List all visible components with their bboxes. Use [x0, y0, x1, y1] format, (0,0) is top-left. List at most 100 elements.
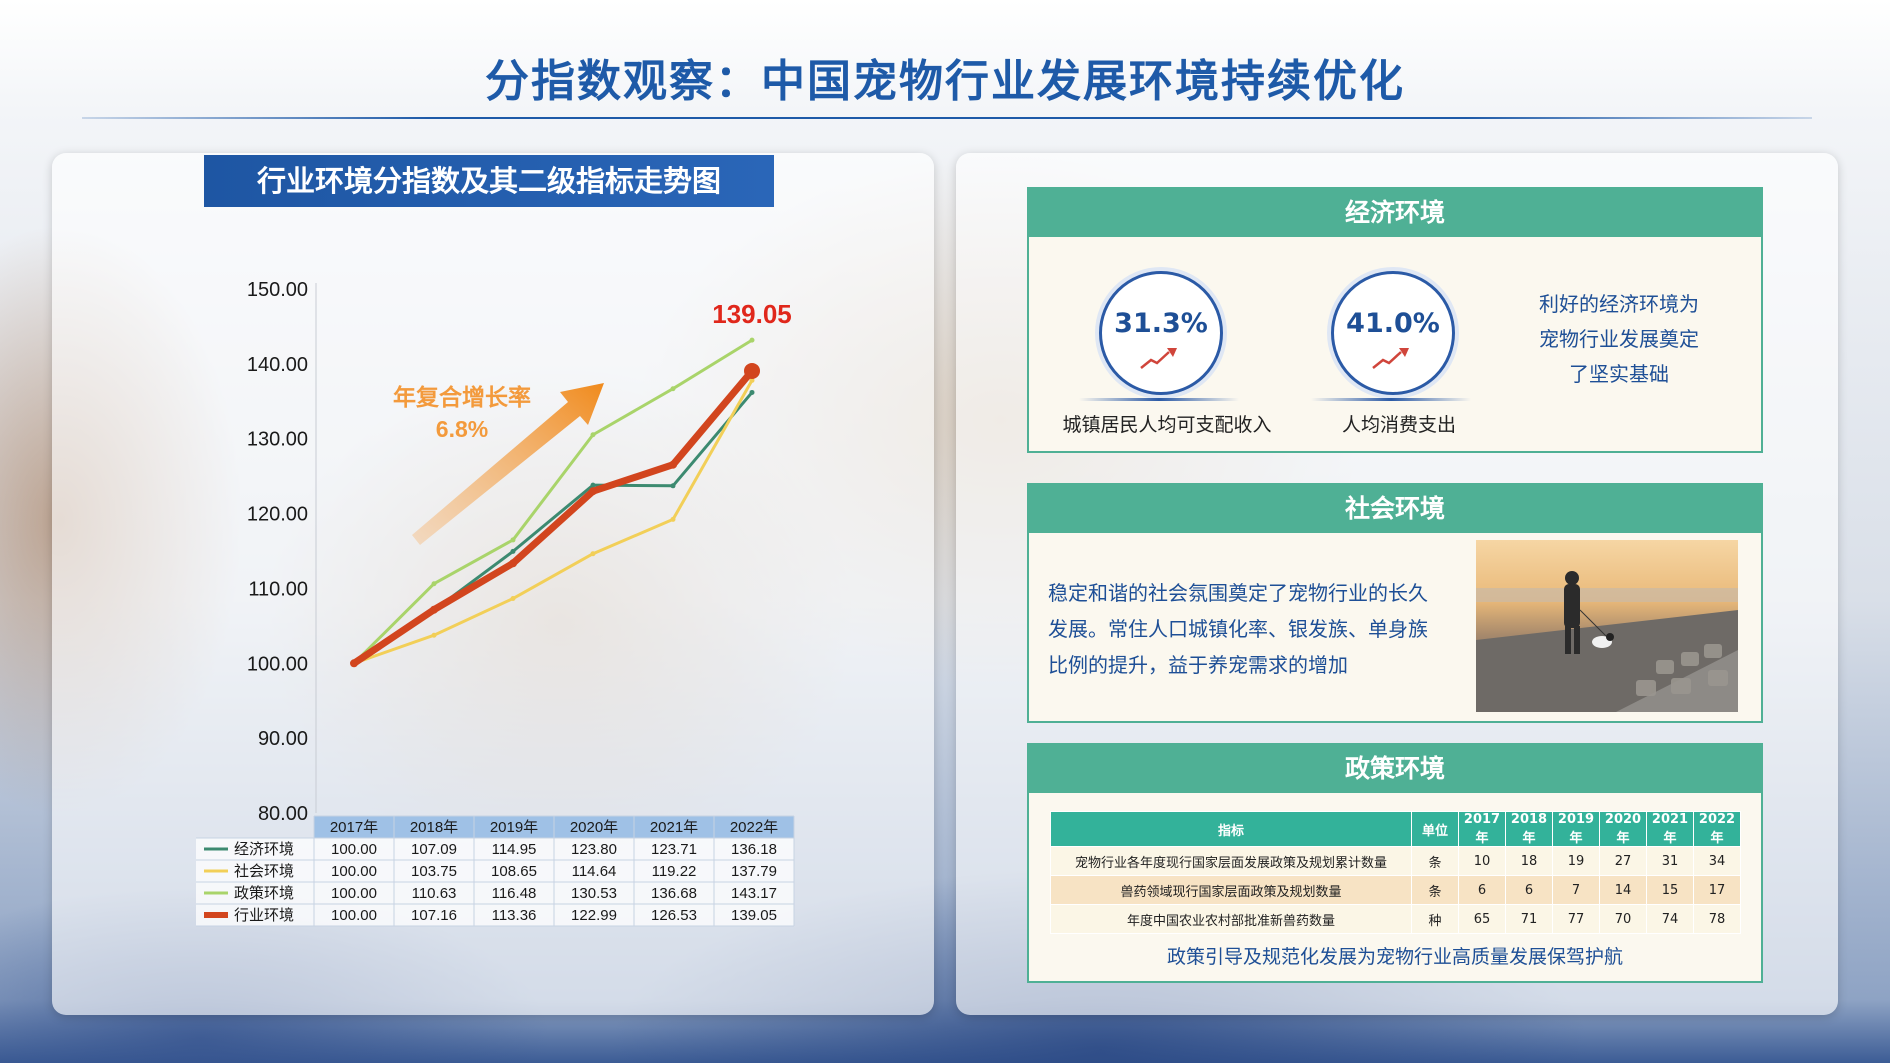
- col-year: 2021年: [1646, 811, 1694, 847]
- policy-header: 政策环境: [1029, 745, 1761, 793]
- page-title: 分指数观察：中国宠物行业发展环境持续优化: [485, 56, 1405, 107]
- data-value-label: 108.65: [491, 863, 537, 880]
- trend-up-icon: [1372, 348, 1409, 369]
- income-growth-value: 31.3%: [1114, 308, 1208, 339]
- col-year: 2019年: [1552, 811, 1600, 847]
- table-cell: 7: [1552, 875, 1600, 905]
- table-cell: 27: [1599, 846, 1647, 876]
- col-year: 2022年: [1693, 811, 1741, 847]
- x-category-label: 2019年: [490, 819, 538, 836]
- trend-up-icon: [1140, 348, 1177, 369]
- table-cell: 77: [1552, 904, 1600, 934]
- data-value-label: 100.00: [331, 841, 377, 858]
- data-point: [590, 482, 596, 488]
- table-cell: 15: [1646, 875, 1694, 905]
- data-value-label: 114.64: [572, 863, 617, 880]
- income-growth-circle: 31.3%: [1099, 271, 1223, 395]
- table-cell: 年度中国农业农村部批准新兽药数量: [1050, 904, 1412, 934]
- data-point: [350, 659, 358, 668]
- cagr-label: 年复合增长率: [393, 384, 531, 410]
- data-value-label: 139.05: [731, 907, 777, 924]
- policy-table-header-row: 指标 单位 2017年 2018年 2019年 2020年 2021年 2022…: [1050, 811, 1741, 847]
- social-summary: 稳定和谐的社会氛围奠定了宠物行业的长久 发展。常住人口城镇化率、银发族、单身族 …: [1048, 575, 1468, 683]
- data-value-label: 126.53: [651, 907, 697, 924]
- social-header: 社会环境: [1029, 485, 1761, 533]
- table-cell: 71: [1505, 904, 1553, 934]
- data-point: [669, 460, 677, 469]
- data-value-label: 100.00: [331, 907, 377, 924]
- social-text-line: 发展。常住人口城镇化率、银发族、单身族: [1048, 617, 1428, 641]
- data-point: [430, 605, 438, 614]
- data-point: [670, 386, 676, 392]
- table-row: 宠物行业各年度现行国家层面发展政策及规划累计数量 条 10 18 19 27 3…: [1050, 846, 1741, 876]
- series-line-3: [350, 367, 756, 667]
- table-cell: 74: [1646, 904, 1694, 934]
- y-tick-label: 150.00: [247, 279, 308, 301]
- y-tick-label: 130.00: [247, 429, 308, 451]
- table-cell: 70: [1599, 904, 1647, 934]
- data-value-label: 107.16: [411, 907, 457, 924]
- data-point: [670, 483, 676, 489]
- table-cell: 65: [1458, 904, 1506, 934]
- data-value-label: 137.79: [731, 863, 777, 880]
- table-cell: 宠物行业各年度现行国家层面发展政策及规划累计数量: [1050, 846, 1412, 876]
- data-value-label: 116.48: [492, 885, 537, 902]
- col-year: 2020年: [1599, 811, 1647, 847]
- elderly-walking-dog-photo: [1476, 540, 1738, 712]
- table-cell: 18: [1505, 846, 1553, 876]
- x-category-label: 2017年: [330, 819, 378, 836]
- data-point: [431, 632, 437, 638]
- data-value-label: 100.00: [331, 863, 377, 880]
- data-value-label: 123.80: [571, 841, 617, 858]
- x-category-label: 2022年: [730, 819, 778, 836]
- data-value-label: 110.63: [412, 885, 457, 902]
- legend-label: 行业环境: [234, 906, 294, 924]
- consumption-label: 人均消费支出: [1341, 414, 1456, 436]
- economic-text-line: 利好的经济环境为: [1539, 292, 1699, 316]
- y-tick-label: 100.00: [247, 653, 308, 675]
- circle-base-line: [1311, 398, 1471, 401]
- data-value-label: 136.68: [651, 885, 697, 902]
- table-cell: 10: [1458, 846, 1506, 876]
- data-point: [589, 487, 597, 496]
- legend-label: 经济环境: [234, 840, 294, 858]
- table-cell: 6: [1458, 875, 1506, 905]
- data-point: [510, 596, 516, 602]
- data-value-label: 136.18: [731, 841, 777, 858]
- economic-text-line: 宠物行业发展奠定: [1539, 327, 1699, 351]
- y-tick-label: 140.00: [247, 354, 308, 376]
- data-value-label: 122.99: [571, 907, 617, 924]
- data-value-label: 114.95: [492, 841, 537, 858]
- table-cell: 31: [1646, 846, 1694, 876]
- y-tick-label: 110.00: [248, 578, 308, 600]
- col-year: 2018年: [1505, 811, 1553, 847]
- table-cell: 17: [1693, 875, 1741, 905]
- data-value-label: 123.71: [651, 841, 697, 858]
- title-divider: [82, 117, 1812, 119]
- consumption-growth-circle: 41.0%: [1331, 271, 1455, 395]
- economic-text-line: 了坚实基础: [1569, 362, 1669, 386]
- table-cell: 种: [1411, 904, 1459, 934]
- y-tick-label: 80.00: [258, 803, 308, 825]
- data-value-label: 130.53: [571, 885, 617, 902]
- table-cell: 6: [1505, 875, 1553, 905]
- data-value-label: 103.75: [411, 863, 457, 880]
- col-indicator: 指标: [1050, 811, 1412, 847]
- x-category-label: 2020年: [570, 819, 618, 836]
- table-cell: 条: [1411, 875, 1459, 905]
- legend-label: 政策环境: [234, 884, 294, 902]
- table-row: 年度中国农业农村部批准新兽药数量 种 65 71 77 70 74 78: [1050, 904, 1741, 934]
- chart-title: 行业环境分指数及其二级指标走势图: [204, 155, 774, 207]
- data-point: [749, 389, 755, 395]
- circle-base-line: [1079, 398, 1239, 401]
- data-point: [670, 516, 676, 522]
- consumption-growth-value: 41.0%: [1346, 308, 1440, 339]
- table-cell: 19: [1552, 846, 1600, 876]
- end-value-label: 139.05: [712, 299, 792, 329]
- table-row: 兽药领域现行国家层面政策及规划数量 条 6 6 7 14 15 17: [1050, 875, 1741, 905]
- data-point: [431, 581, 437, 587]
- data-value-label: 119.22: [652, 863, 697, 880]
- cagr-value: 6.8%: [436, 416, 488, 442]
- data-point: [749, 337, 755, 343]
